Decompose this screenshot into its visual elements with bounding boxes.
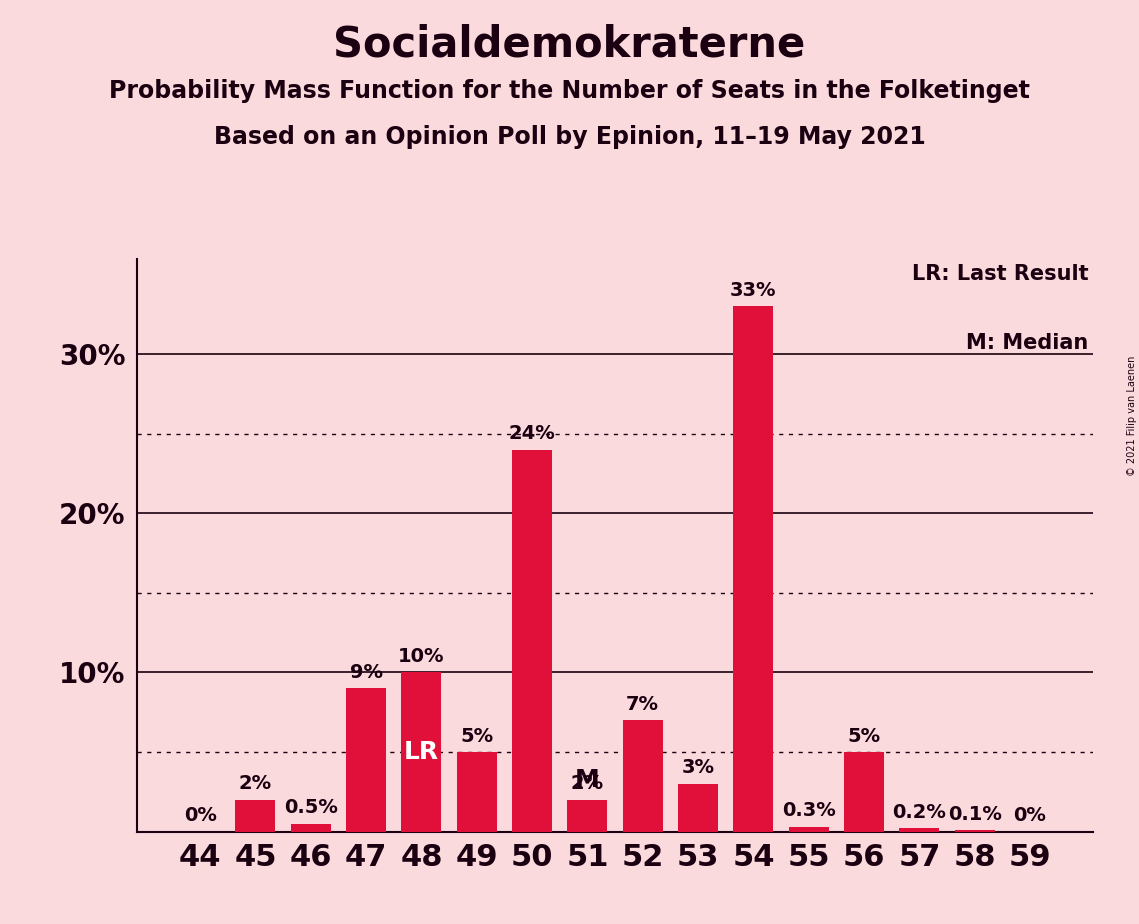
Bar (567, 800, 607, 832)
Bar (457, 752, 497, 832)
Text: 5%: 5% (460, 726, 493, 746)
Text: © 2021 Filip van Laenen: © 2021 Filip van Laenen (1126, 356, 1137, 476)
Text: 33%: 33% (730, 281, 777, 300)
Text: 0.1%: 0.1% (948, 805, 1001, 823)
Bar (401, 673, 441, 832)
Text: Probability Mass Function for the Number of Seats in the Folketinget: Probability Mass Function for the Number… (109, 79, 1030, 103)
Text: M: M (575, 768, 600, 792)
Bar (290, 823, 330, 832)
Text: LR: LR (404, 740, 439, 764)
Bar (900, 829, 940, 832)
Bar (954, 830, 994, 832)
Text: 5%: 5% (847, 726, 880, 746)
Text: 2%: 2% (239, 774, 272, 794)
Text: Socialdemokraterne: Socialdemokraterne (334, 23, 805, 65)
Bar (789, 827, 829, 832)
Bar (734, 307, 773, 832)
Text: 0.3%: 0.3% (781, 801, 836, 821)
Text: 24%: 24% (509, 424, 556, 444)
Bar (236, 800, 276, 832)
Text: LR: Last Result: LR: Last Result (912, 264, 1089, 285)
Text: 2%: 2% (571, 774, 604, 794)
Text: 0.5%: 0.5% (284, 798, 337, 817)
Text: M: Median: M: Median (966, 334, 1089, 353)
Bar (623, 720, 663, 832)
Bar (678, 784, 718, 832)
Text: 0%: 0% (183, 807, 216, 825)
Text: 7%: 7% (626, 695, 659, 714)
Text: 9%: 9% (350, 663, 383, 682)
Text: Based on an Opinion Poll by Epinion, 11–19 May 2021: Based on an Opinion Poll by Epinion, 11–… (214, 125, 925, 149)
Text: 3%: 3% (681, 759, 714, 777)
Bar (844, 752, 884, 832)
Text: 10%: 10% (399, 647, 444, 666)
Text: 0.2%: 0.2% (893, 803, 947, 822)
Bar (513, 450, 552, 832)
Text: 0%: 0% (1014, 807, 1047, 825)
Bar (346, 688, 386, 832)
